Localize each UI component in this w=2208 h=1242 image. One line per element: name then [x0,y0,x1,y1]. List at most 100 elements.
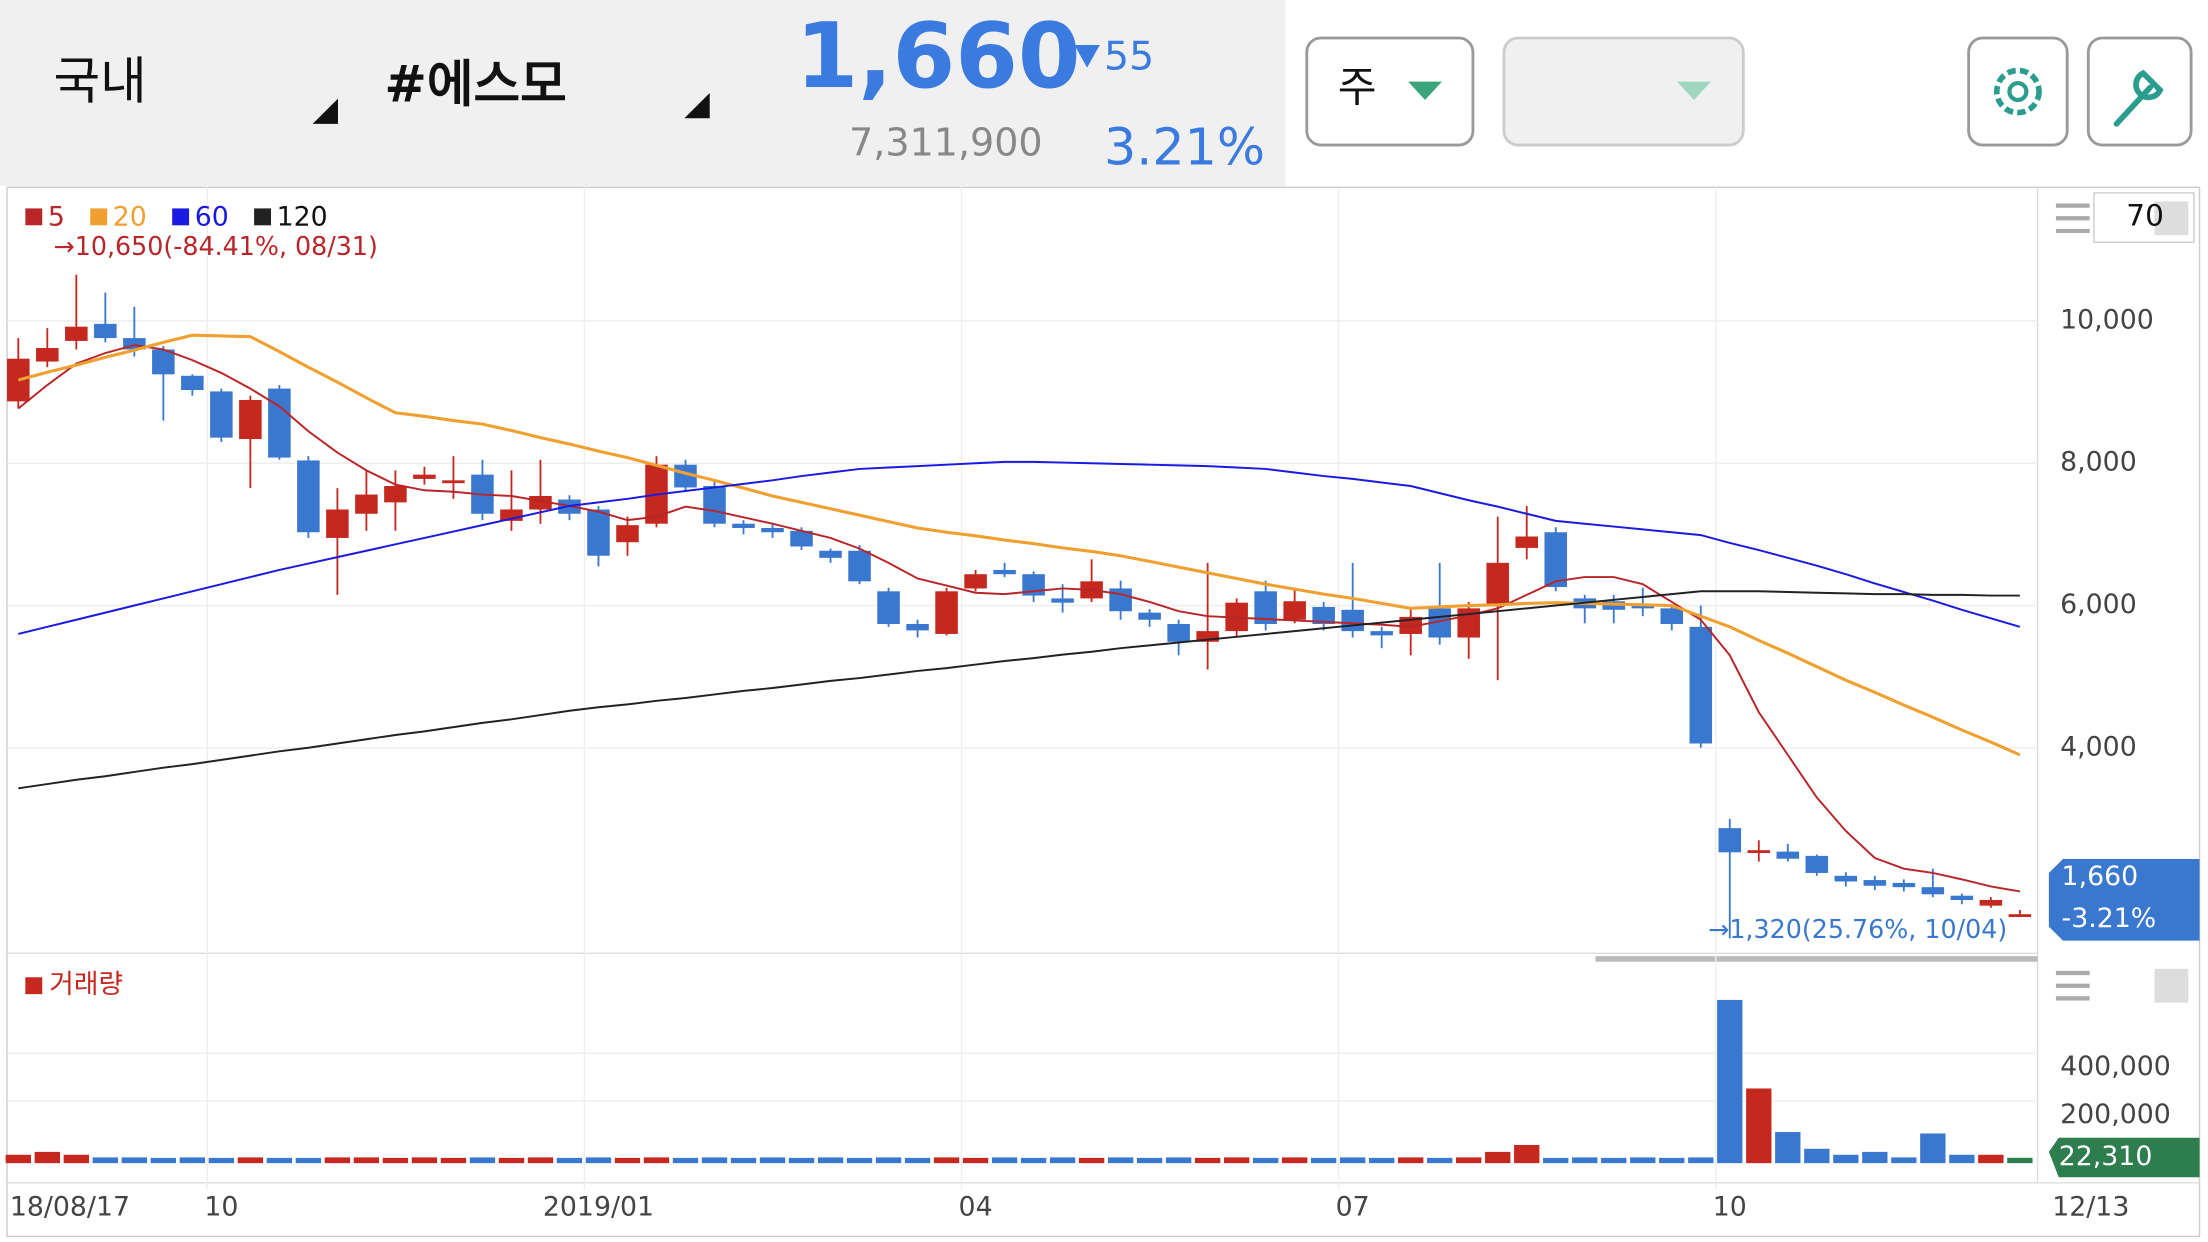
volume-bar [962,1157,989,1164]
y-tick-label: 200,000 [2060,1099,2171,1130]
volume-bar [1891,1157,1917,1164]
volume-bar [121,1157,148,1164]
settings-button[interactable] [1967,36,2069,147]
candle-body [326,509,349,538]
stock-name[interactable]: #에스모 [384,54,566,113]
volume-bar [237,1157,264,1164]
volume-bar [1978,1154,2004,1164]
menu-icon[interactable] [2055,203,2090,234]
candle-body [877,591,900,625]
volume-bar [1311,1157,1337,1164]
candle-body [935,591,958,634]
close-icon[interactable] [2154,201,2189,236]
last-change: -3.21% [2062,903,2157,934]
volume-bar [1340,1157,1366,1164]
volume-bar [556,1157,583,1164]
candle-body [616,525,639,543]
candle-body [964,574,987,589]
candle-body [1689,626,1713,744]
volume-bar [1688,1157,1714,1164]
volume-bar [585,1157,612,1164]
candle-body [1921,887,1945,895]
candle-body [36,348,59,362]
volume-close-icon[interactable] [2154,968,2189,1003]
ma-period[interactable]: 70 [2126,198,2164,232]
volume-menu-icon[interactable] [2055,970,2090,1001]
period-caret[interactable] [1408,81,1442,100]
market[interactable]: 국내 [54,51,147,110]
candle-body [1863,880,1887,886]
candle-body [1254,591,1277,625]
period-select[interactable] [1305,36,1475,147]
legend-label: 60 [195,202,229,233]
last-volume: 22,310 [2059,1141,2153,1172]
candle-body [210,391,233,438]
volume-bar [1165,1157,1192,1164]
y-tick-label: 10,000 [2060,305,2154,336]
ma-line [17,333,2021,757]
candle-body [239,399,262,440]
volume-bar [440,1157,467,1164]
candle-body [1196,631,1219,642]
volume-bar [1194,1157,1221,1164]
volume-bar [353,1157,380,1164]
candle-body [268,388,291,458]
chart-frame [6,186,2201,1238]
volume-bar [817,1157,844,1164]
wrench-icon[interactable] [2113,69,2164,127]
price: 1,660 [796,4,1081,109]
legend-label: 5 [48,202,65,233]
gear-icon[interactable] [1993,67,2042,116]
volume-bar [933,1157,960,1164]
volume-bar [1804,1148,1830,1164]
volume: 7,311,900 [849,121,1042,165]
x-tick-label: 12/13 [2052,1192,2129,1223]
y-tick-label: 4,000 [2060,731,2137,762]
volume-bar [643,1157,670,1164]
gear-hole[interactable] [2007,80,2029,103]
change-pct: 3.21% [1104,118,1265,177]
market-dropdown[interactable] [312,98,338,124]
last-volume-box [2048,1137,2200,1178]
candle-body [1515,536,1538,548]
volume-bar [1572,1157,1598,1164]
last-price: 1,660 [2062,861,2139,892]
ma-line [17,344,2021,893]
volume-bar [1746,1088,1772,1164]
y-tick-label: 8,000 [2060,447,2137,478]
high-annotation: →10,650(-84.41%, 08/31) [54,231,378,261]
volume-bar [1659,1157,1685,1164]
name-dropdown[interactable] [684,92,710,119]
candle-body [819,550,842,558]
volume-bar [1514,1144,1540,1164]
x-tick-label: 2019/01 [543,1192,654,1223]
volume-bar [1833,1154,1859,1164]
volume-bar [1456,1157,1482,1164]
candle-body [152,349,175,375]
empty-caret[interactable] [1677,81,1711,100]
volume-bar [266,1157,293,1164]
volume-bar [1601,1157,1627,1164]
empty-select[interactable] [1502,36,1745,147]
volume-bar [1949,1154,1975,1164]
volume-bar [1369,1157,1395,1164]
candle-body [1138,612,1161,620]
legend-swatch [90,208,108,226]
volume-bar [759,1157,786,1164]
candle-body [1979,899,2003,906]
volume-bar [904,1157,931,1164]
volume-bar [2007,1157,2033,1164]
candle-body [1660,608,1684,625]
candle-body [1341,609,1364,632]
volume-bar [1543,1157,1569,1164]
candle-body [1486,562,1509,606]
volume-bar [179,1157,206,1164]
volume-bar [1281,1157,1308,1164]
x-tick-label: 10 [204,1192,238,1223]
header-bg [0,0,1286,186]
legend-label: 20 [113,202,147,233]
candle-body [848,550,871,582]
volume-bar [1107,1157,1134,1164]
period[interactable]: 주 [1338,63,1377,112]
